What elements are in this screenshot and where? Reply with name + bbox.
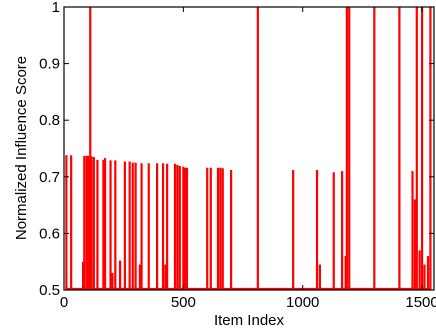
- y-tick-label-2: 0.7: [39, 169, 60, 186]
- x-tick-label-2: 1000: [286, 294, 319, 311]
- y-tick-label-3: 0.8: [39, 112, 60, 129]
- x-tick-label-0: 0: [60, 294, 68, 311]
- plot-area: [64, 7, 434, 290]
- ticks-layer: 0 500 1000 1500 0.5 0.6 0.7 0.8 0.9 1: [39, 0, 436, 311]
- y-tick-label-5: 1: [52, 0, 60, 16]
- y-tick-label-0: 0.5: [39, 282, 60, 299]
- plot-frame: [63, 6, 435, 291]
- x-tick-label-3: 1500: [405, 294, 436, 311]
- x-axis-label: Item Index: [214, 312, 285, 329]
- y-tick-label-4: 0.9: [39, 56, 60, 73]
- y-tick-label-1: 0.6: [39, 225, 60, 242]
- series-layer: [65, 7, 432, 291]
- y-axis-label: Normalized Influence Score: [13, 56, 30, 240]
- x-tick-label-1: 500: [171, 294, 196, 311]
